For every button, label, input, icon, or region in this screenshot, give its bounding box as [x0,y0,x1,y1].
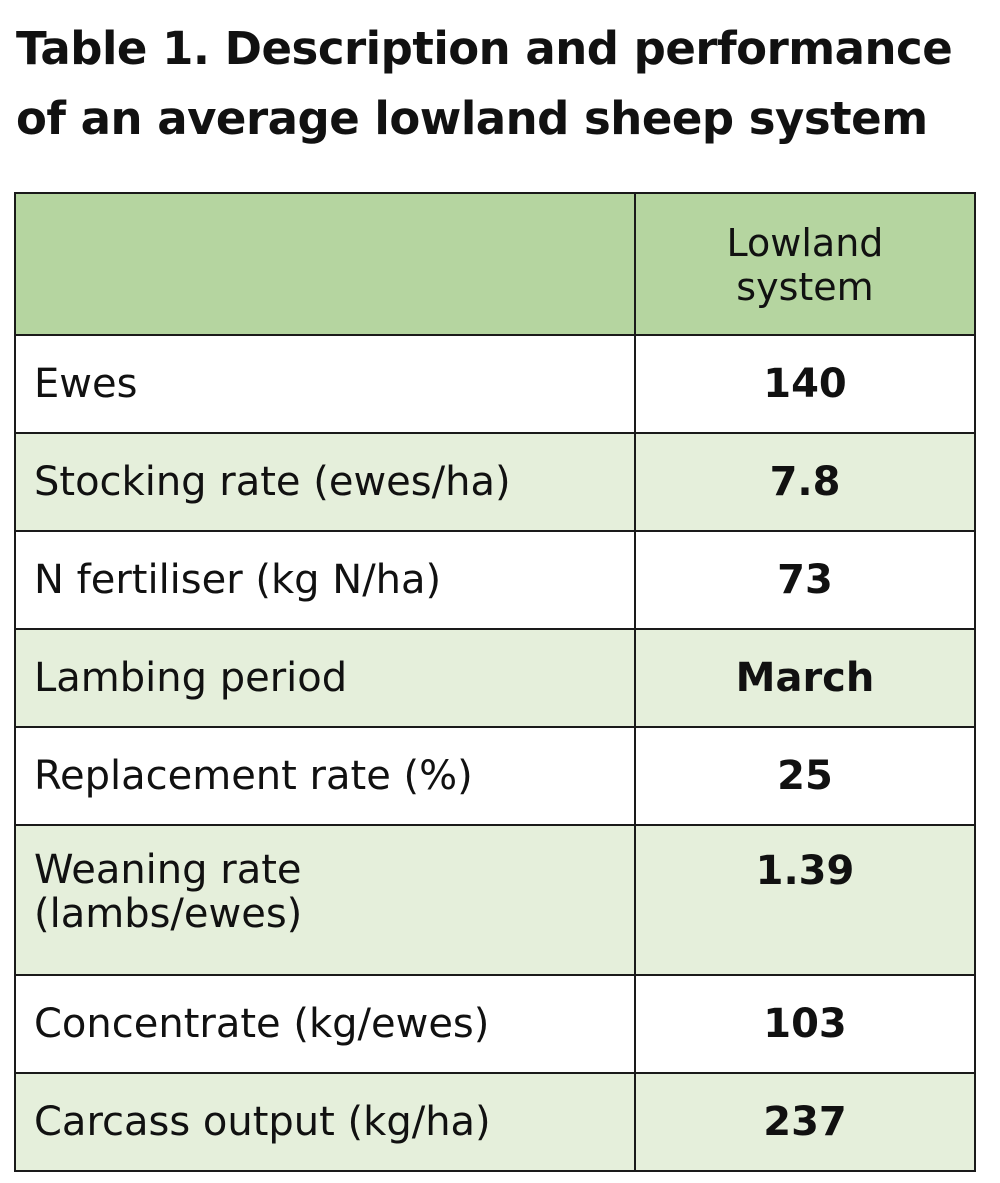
row-label: Concentrate (kg/ewes) [14,974,636,1074]
row-value: 1.39 [634,824,976,976]
row-label: Weaning rate (lambs/ewes) [14,824,636,976]
sheep-system-table: Lowland system Ewes 140 Stocking rate (e… [14,192,976,1172]
row-value: 140 [634,334,976,434]
value-column-header-text: Lowland system [726,221,884,309]
label-column-header [14,192,636,336]
table-row: Stocking rate (ewes/ha) 7.8 [14,432,976,532]
row-label-text: Weaning rate (lambs/ewes) [34,847,303,937]
table-row: Lambing period March [14,628,976,728]
row-label: Ewes [14,334,636,434]
row-value: 73 [634,530,976,630]
table-header-row: Lowland system [14,192,976,336]
table-row: N fertiliser (kg N/ha) 73 [14,530,976,630]
row-value: 7.8 [634,432,976,532]
row-label: Lambing period [14,628,636,728]
row-value: 237 [634,1072,976,1172]
row-label: Replacement rate (%) [14,726,636,826]
table-row: Weaning rate (lambs/ewes) 1.39 [14,824,976,976]
table-title: Table 1. Description and performance of … [16,22,953,145]
table-row: Replacement rate (%) 25 [14,726,976,826]
row-value: 103 [634,974,976,1074]
row-value: March [634,628,976,728]
row-label: Carcass output (kg/ha) [14,1072,636,1172]
value-column-header: Lowland system [634,192,976,336]
row-value: 25 [634,726,976,826]
table-row: Concentrate (kg/ewes) 103 [14,974,976,1074]
row-label: N fertiliser (kg N/ha) [14,530,636,630]
row-label: Stocking rate (ewes/ha) [14,432,636,532]
table-row: Carcass output (kg/ha) 237 [14,1072,976,1172]
table-row: Ewes 140 [14,334,976,434]
